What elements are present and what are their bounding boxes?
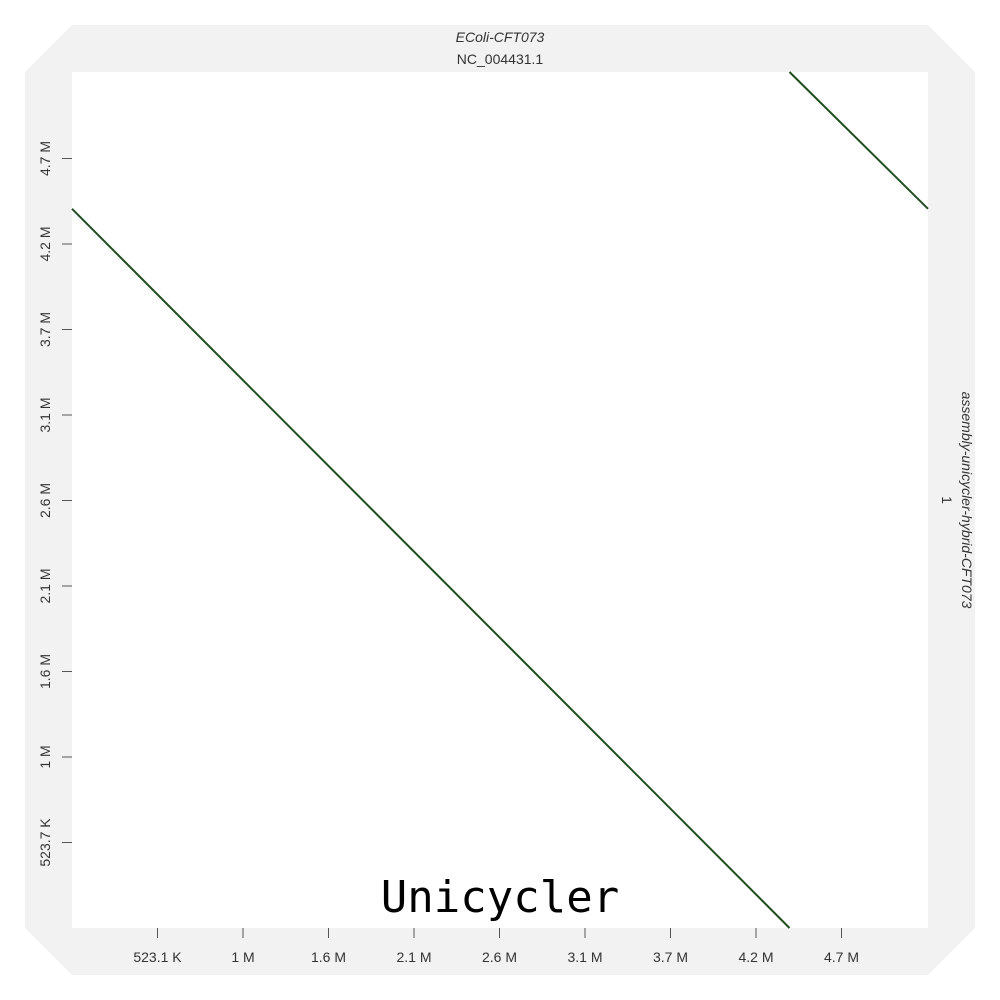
x-tick-label: 3.1 M [567,949,602,965]
x-tick-label: 2.6 M [482,949,517,965]
x-sequence-name: NC_004431.1 [457,51,544,67]
y-tick-label: 3.1 M [37,397,53,432]
y-tick-label: 1 M [37,745,53,768]
y-tick-label: 4.2 M [37,226,53,261]
alignment-line-1 [71,208,791,929]
alignment-lines [71,71,929,929]
y-axis: 523.7 K 1 M 1.6 M 2.1 M 2.6 M 3.1 M 3.7 M 4.2 M… [37,141,72,867]
x-axis: 523.1 K 1 M 1.6 M 2.1 M 2.6 M 3.1 M 3.7 M 4.2 M… [133,928,859,965]
x-tick-label: 3.7 M [653,949,688,965]
x-tick-label: 523.1 K [133,949,182,965]
x-tick-label: 4.7 M [824,949,859,965]
x-tick-label: 1.6 M [311,949,346,965]
x-tick-label: 2.1 M [396,949,431,965]
y-genome-name: assembly-unicycler-hybrid-CFT073 [959,392,975,609]
plot-area [72,72,928,928]
y-tick-label: 2.1 M [37,568,53,603]
y-tick-label: 4.7 M [37,141,53,176]
y-tick-label: 3.7 M [37,312,53,347]
y-tick-label: 2.6 M [37,483,53,518]
y-tick-label: 1.6 M [37,654,53,689]
x-tick-label: 4.2 M [738,949,773,965]
y-sequence-name: 1 [939,496,955,504]
x-tick-label: 1 M [231,949,254,965]
watermark-label: Unicycler [381,872,619,923]
y-tick-label: 523.7 K [37,818,53,867]
alignment-line-2 [788,71,929,210]
x-genome-name: EColi-CFT073 [456,29,545,45]
